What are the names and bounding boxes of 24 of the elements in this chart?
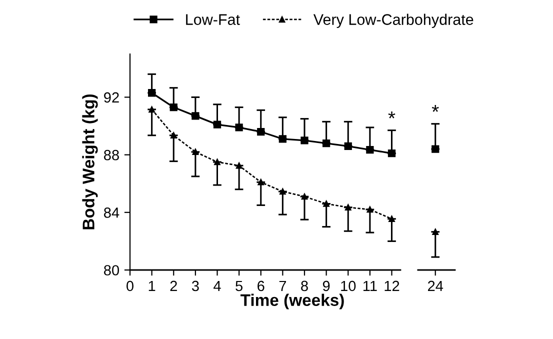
x-tick-label: 2 bbox=[170, 280, 177, 291]
x-tick-label: 8 bbox=[301, 280, 308, 292]
x-axis-title: Time (weeks) bbox=[240, 294, 344, 310]
x-tick-label: 11 bbox=[363, 280, 377, 291]
y-tick-label: 84 bbox=[104, 208, 120, 218]
x-tick-label: 24 bbox=[428, 280, 444, 291]
x-tick-label: 4 bbox=[214, 280, 221, 291]
x-tick-label: 9 bbox=[322, 280, 330, 292]
legend-label: Very Low-Carbohydrate bbox=[313, 14, 474, 28]
legend-label: Low-Fat bbox=[186, 14, 240, 25]
x-tick-label: 1 bbox=[148, 280, 156, 291]
y-axis-title: Body Weight (kg) bbox=[82, 94, 98, 230]
y-tick-label: 80 bbox=[104, 265, 120, 276]
x-tick-label: 0 bbox=[126, 280, 134, 292]
x-tick-label: 6 bbox=[258, 280, 264, 292]
x-tick-label: 7 bbox=[279, 280, 286, 291]
y-tick-label: 88 bbox=[104, 150, 119, 160]
x-tick-label: 5 bbox=[236, 280, 243, 292]
x-tick-label: 12 bbox=[384, 280, 400, 291]
x-tick-label: 3 bbox=[192, 280, 199, 292]
x-tick-label: 10 bbox=[341, 280, 356, 292]
annotation: * bbox=[432, 105, 439, 112]
annotation: * bbox=[388, 112, 396, 118]
y-tick-label: 92 bbox=[104, 92, 119, 103]
